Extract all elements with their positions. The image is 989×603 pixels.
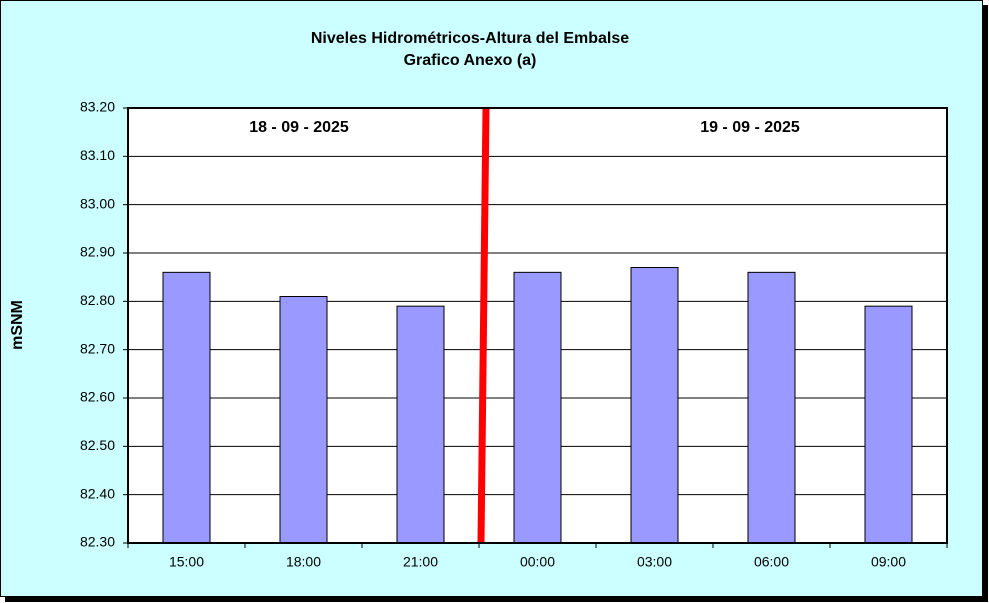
bar <box>630 267 679 544</box>
y-tick-label: 83.00 <box>80 195 115 211</box>
bar <box>864 305 913 544</box>
bar <box>279 296 328 544</box>
y-tick-label: 82.50 <box>80 437 115 453</box>
x-tick-label: 15:00 <box>169 554 204 570</box>
chart-title: Niveles Hidrométricos-Altura del Embalse <box>311 30 629 47</box>
y-axis-label: mSNM <box>9 300 26 350</box>
bar <box>162 271 211 544</box>
x-tick-label: 18:00 <box>286 554 321 570</box>
y-tick-label: 82.80 <box>80 292 115 308</box>
plot-border <box>127 107 948 544</box>
x-tick-label: 00:00 <box>520 554 555 570</box>
annotation: 18 - 09 - 2025 <box>249 119 349 136</box>
x-tick-label: 06:00 <box>754 554 789 570</box>
chart-subtitle: Grafico Anexo (a) <box>404 52 537 69</box>
bar <box>396 305 445 544</box>
x-tick-label: 03:00 <box>637 554 672 570</box>
y-tick-label: 82.60 <box>80 389 115 405</box>
bar <box>513 271 562 544</box>
x-tick-label: 21:00 <box>403 554 438 570</box>
day-separator <box>477 107 490 544</box>
annotation: 19 - 09 - 2025 <box>700 119 800 136</box>
y-tick-label: 82.30 <box>80 534 115 550</box>
y-tick-label: 82.70 <box>80 340 115 356</box>
y-tick-label: 82.90 <box>80 244 115 260</box>
x-tick-label: 09:00 <box>871 554 906 570</box>
y-tick-label: 83.10 <box>80 147 115 163</box>
bar <box>747 271 796 544</box>
y-tick-label: 82.40 <box>80 485 115 501</box>
y-tick-label: 83.20 <box>80 99 115 115</box>
